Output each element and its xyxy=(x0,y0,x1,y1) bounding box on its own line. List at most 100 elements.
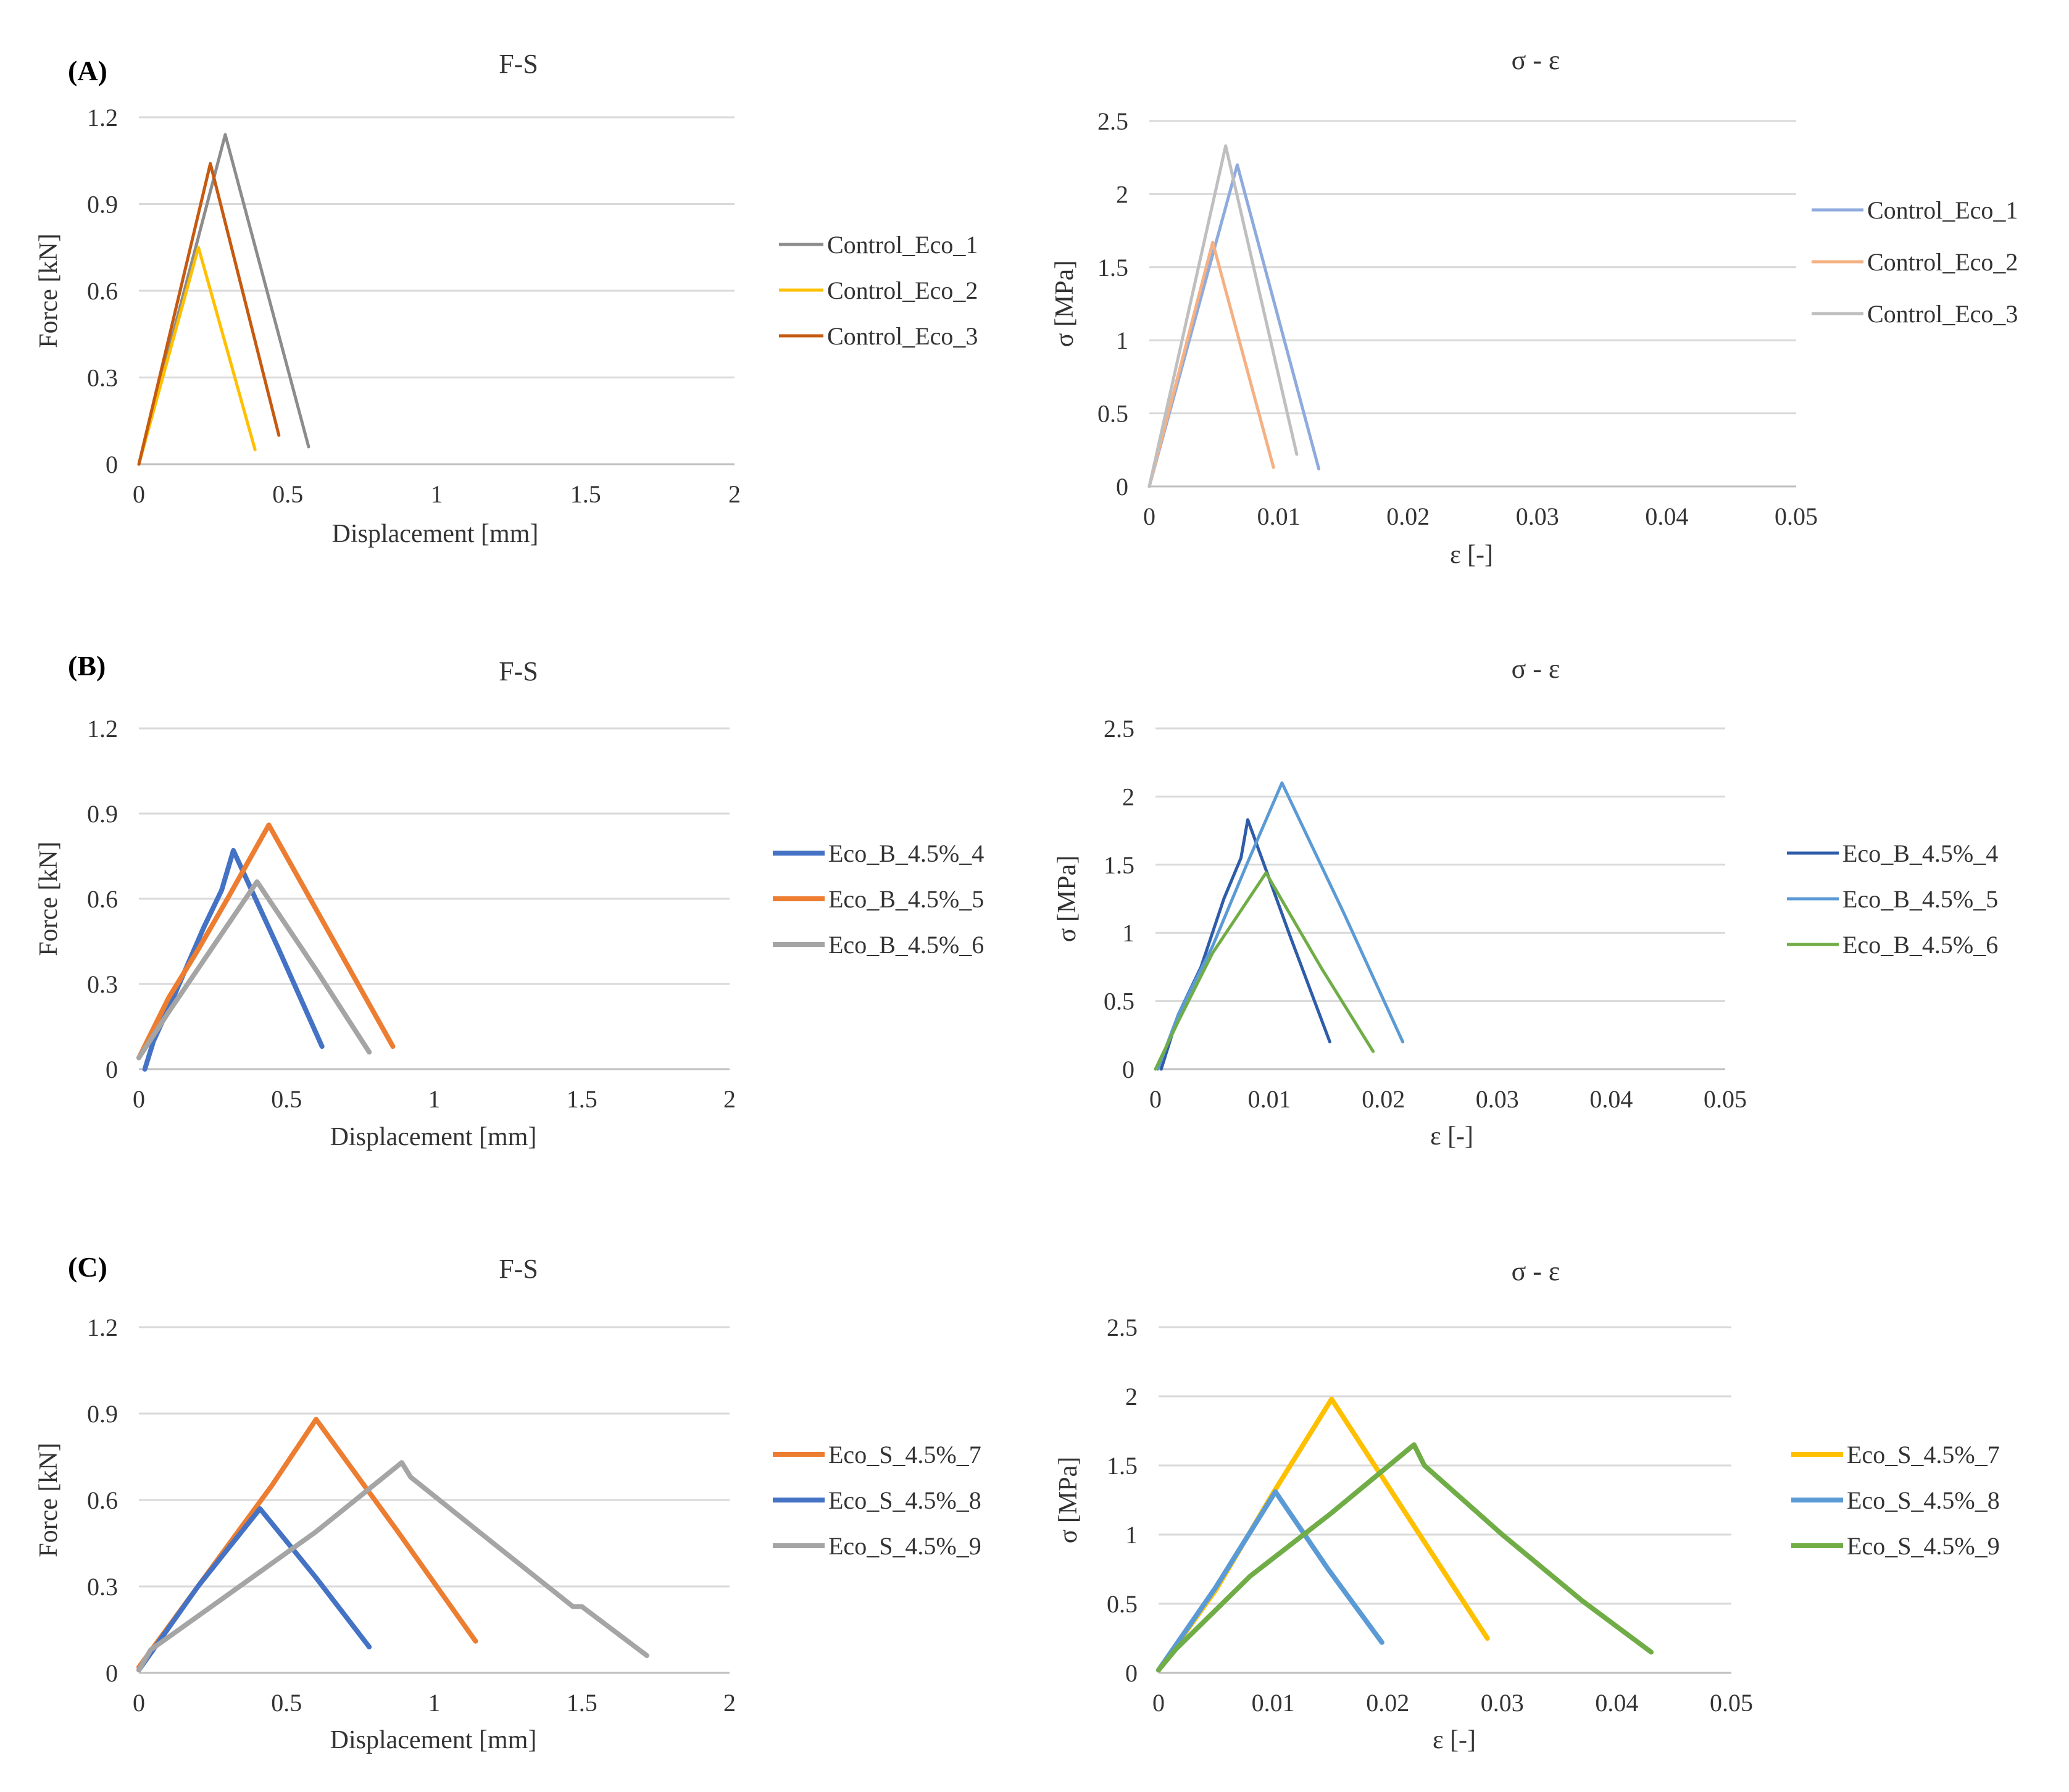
y-tick-label: 0.6 xyxy=(87,1486,118,1514)
x-tick-label: 1 xyxy=(428,1085,441,1113)
legend-label: Control_Eco_2 xyxy=(1867,248,2018,276)
legend-label: Eco_S_4.5%_7 xyxy=(828,1441,981,1469)
x-tick-label: 0.04 xyxy=(1589,1085,1633,1113)
y-tick-label: 0 xyxy=(1122,1056,1134,1083)
legend-label: Eco_B_4.5%_6 xyxy=(1842,931,1998,959)
y-tick-label: 0.9 xyxy=(87,1400,118,1428)
x-tick-label: 0.5 xyxy=(271,1689,302,1717)
x-axis-label: Displacement [mm] xyxy=(330,1726,537,1754)
x-tick-label: 0 xyxy=(1152,1689,1165,1717)
y-tick-label: 2.5 xyxy=(1104,715,1134,743)
y-tick-label: 2.5 xyxy=(1097,107,1128,135)
legend-label: Eco_S_4.5%_9 xyxy=(1847,1532,2000,1560)
x-tick-label: 1 xyxy=(431,480,443,508)
x-tick-label: 0.5 xyxy=(271,1085,302,1113)
chart-panel-2: σ - ε 0 0.5 1 1.5 2 2.5 0 0.01 0.02 0.03 0.04 0.05 ε … xyxy=(1051,45,2018,569)
legend-label: Eco_B_4.5%_6 xyxy=(828,931,984,959)
x-tick-label: 2 xyxy=(723,1085,736,1113)
series-line-2 xyxy=(1147,241,1275,488)
y-tick-label: 1.5 xyxy=(1107,1452,1138,1480)
series-line-3 xyxy=(136,879,372,1061)
x-tick-label: 0.04 xyxy=(1645,502,1688,530)
chart-title: F-S xyxy=(499,49,538,79)
y-axis-label: σ [MPa] xyxy=(1054,1457,1083,1543)
y-tick-label: 0.9 xyxy=(87,191,118,219)
y-tick-label: 1 xyxy=(1125,1521,1138,1549)
series-line-2 xyxy=(137,246,257,466)
y-axis-label: Force [kN] xyxy=(35,841,63,956)
legend-label: Control_Eco_2 xyxy=(827,277,978,304)
legend-label: Control_Eco_1 xyxy=(1867,196,2018,224)
x-tick-label: 0 xyxy=(133,480,145,508)
x-tick-label: 2 xyxy=(723,1689,736,1717)
x-tick-label: 0.05 xyxy=(1710,1689,1753,1717)
y-tick-label: 1 xyxy=(1122,919,1134,947)
series-line-2 xyxy=(1156,781,1405,1071)
y-tick-label: 0 xyxy=(106,1056,118,1083)
x-tick-label: 1.5 xyxy=(567,1689,597,1717)
y-tick-label: 1.2 xyxy=(87,104,118,131)
x-tick-label: 0 xyxy=(133,1689,145,1717)
y-tick-label: 2 xyxy=(1122,783,1134,811)
y-axis-label: σ [MPa] xyxy=(1051,260,1079,347)
legend-label: Eco_B_4.5%_5 xyxy=(1842,885,1998,913)
y-tick-label: 0.3 xyxy=(87,1573,118,1601)
series-line-3 xyxy=(1154,871,1375,1071)
y-axis-label: Force [kN] xyxy=(35,233,63,348)
series-line-3 xyxy=(1156,1442,1654,1673)
y-axis-label: Force [kN] xyxy=(35,1443,63,1557)
x-tick-label: 0.01 xyxy=(1248,1085,1291,1113)
legend-label: Eco_B_4.5%_4 xyxy=(1842,840,1998,867)
x-tick-label: 0.01 xyxy=(1257,502,1301,530)
series-line-2 xyxy=(1156,1489,1384,1673)
x-tick-label: 0.05 xyxy=(1775,502,1818,530)
panel-label: (C) xyxy=(68,1251,107,1283)
series-line-2 xyxy=(136,822,396,1061)
y-tick-label: 0 xyxy=(1116,473,1128,501)
y-tick-label: 0.6 xyxy=(87,885,118,913)
x-tick-label: 0.05 xyxy=(1704,1085,1747,1113)
legend-label: Eco_B_4.5%_5 xyxy=(828,885,984,913)
legend-label: Control_Eco_3 xyxy=(1867,300,2018,328)
series-line-3 xyxy=(137,162,281,466)
panel-label: (A) xyxy=(68,55,107,86)
series-line-1 xyxy=(1159,818,1331,1071)
panel-label: (B) xyxy=(68,650,106,681)
series-line-1 xyxy=(136,1417,478,1670)
chart-panel-4: σ - ε 0 0.5 1 1.5 2 2.5 0 0.01 0.02 0.03 0.04 0.05 ε … xyxy=(1053,654,1998,1151)
chart-title: σ - ε xyxy=(1512,654,1560,684)
y-tick-label: 2 xyxy=(1116,180,1128,208)
y-tick-label: 1.5 xyxy=(1104,851,1134,879)
chart-panel-3: (B) F-S 0 0.3 0.6 0.9 1.2 0 0.5 1 1.5 2 Displacement… xyxy=(35,650,984,1151)
y-tick-label: 1.2 xyxy=(87,715,118,743)
series-line-1 xyxy=(137,133,310,466)
x-tick-label: 1 xyxy=(428,1689,441,1717)
chart-title: F-S xyxy=(499,656,538,686)
legend-label: Control_Eco_3 xyxy=(827,322,978,350)
y-tick-label: 0.5 xyxy=(1104,988,1134,1015)
legend-label: Eco_B_4.5%_4 xyxy=(828,840,984,867)
y-axis-label: σ [MPa] xyxy=(1053,856,1081,942)
y-tick-label: 0 xyxy=(106,451,118,478)
legend-label: Eco_S_4.5%_8 xyxy=(1847,1486,2000,1514)
x-tick-label: 0.02 xyxy=(1386,502,1430,530)
chart-panel-6: σ - ε 0 0.5 1 1.5 2 2.5 0 0.01 0.02 0.03 0.04 0.05 ε … xyxy=(1054,1256,2000,1754)
y-tick-label: 0.6 xyxy=(87,277,118,305)
y-tick-label: 0.9 xyxy=(87,800,118,828)
y-tick-label: 1.2 xyxy=(87,1314,118,1341)
x-axis-label: Displacement [mm] xyxy=(332,520,539,548)
y-tick-label: 1.5 xyxy=(1097,254,1128,281)
legend-label: Eco_S_4.5%_8 xyxy=(828,1486,981,1514)
series-line-3 xyxy=(136,1460,649,1673)
x-tick-label: 0 xyxy=(133,1085,145,1113)
x-tick-label: 0 xyxy=(1149,1085,1162,1113)
chart-panel-1: (A) F-S 0 0.3 0.6 0.9 1.2 0 0.5 1 1.5 2 Displacement… xyxy=(35,49,978,548)
x-tick-label: 0 xyxy=(1143,502,1155,530)
x-tick-label: 0.02 xyxy=(1362,1085,1405,1113)
y-tick-label: 0.5 xyxy=(1107,1590,1138,1618)
x-tick-label: 1.5 xyxy=(567,1085,597,1113)
x-tick-label: 0.02 xyxy=(1366,1689,1409,1717)
y-tick-label: 0 xyxy=(1125,1659,1138,1687)
y-tick-label: 0.5 xyxy=(1097,400,1128,428)
